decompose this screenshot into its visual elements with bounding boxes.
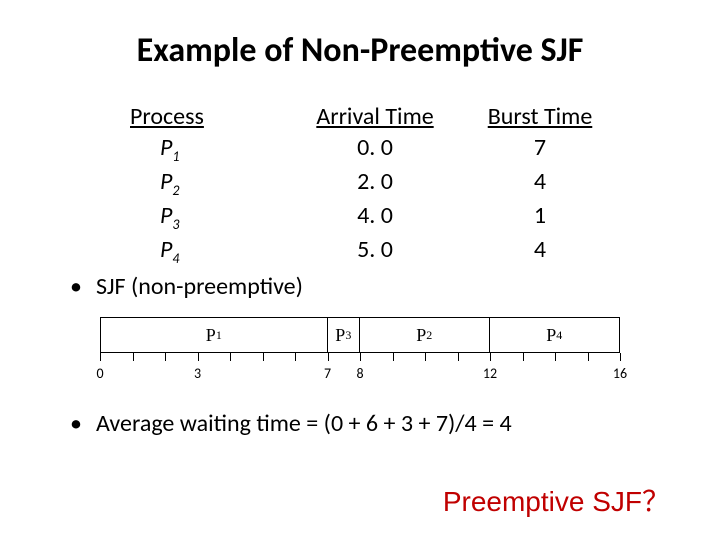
tick-label: 3 [194,365,201,382]
bullet-dot-icon: • [70,409,82,438]
arrival-cell: 4. 0 [290,200,460,234]
arrival-cell: 5. 0 [290,234,460,268]
burst-cell: 1 [460,200,620,234]
header-burst: Burst Time [460,101,620,132]
burst-cell: 4 [460,234,620,268]
tick-mark [393,353,394,361]
process-cell: P2 [130,166,290,200]
tick-label: 8 [356,365,363,382]
tick-mark [360,353,361,361]
process-table: Process Arrival Time Burst Time P1 0. 0 … [130,101,680,268]
tick-label: 12 [483,365,497,382]
teaser-text: Preemptive SJF？ [443,480,670,520]
tick-label: 0 [96,365,103,382]
slide-title: Example of Non-Preemptive SJF [40,30,680,71]
arrival-cell: 0. 0 [290,132,460,166]
tick-mark [100,353,101,361]
arrival-cell: 2. 0 [290,166,460,200]
table-row: P2 2. 0 4 [130,166,680,200]
gantt-tick-labels: 03781216 [100,363,620,383]
gantt-segment: P3 [328,318,360,352]
burst-cell: 7 [460,132,620,166]
process-cell: P3 [130,200,290,234]
bullet-dot-icon: • [70,272,82,301]
tick-mark [328,353,329,361]
process-cell: P1 [130,132,290,166]
tick-mark [425,353,426,361]
average-text: Average waiting time = (0 + 6 + 3 + 7)/4… [96,409,512,438]
table-row: P1 0. 0 7 [130,132,680,166]
tick-mark [523,353,524,361]
gantt-segment: P2 [360,318,490,352]
gantt-chart: P1P3P2P4 03781216 [100,317,620,383]
tick-mark [198,353,199,361]
header-arrival: Arrival Time [290,101,460,132]
tick-mark [490,353,491,361]
tick-mark [588,353,589,361]
table-row: P3 4. 0 1 [130,200,680,234]
average-line: • Average waiting time = (0 + 6 + 3 + 7)… [70,409,680,438]
tick-mark [230,353,231,361]
gantt-segment: P1 [101,318,328,352]
tick-mark [133,353,134,361]
tick-mark [620,353,621,361]
slide: Example of Non-Preemptive SJF Process Ar… [0,0,720,458]
tick-mark [263,353,264,361]
bullet-text: SJF (non-preemptive) [96,272,303,301]
table-header-row: Process Arrival Time Burst Time [130,101,680,132]
tick-mark [295,353,296,361]
tick-mark [555,353,556,361]
bullet-sjf: • SJF (non-preemptive) [70,272,680,301]
gantt-segment: P4 [490,318,620,352]
gantt-ticks [100,353,620,363]
burst-cell: 4 [460,166,620,200]
process-cell: P4 [130,234,290,268]
tick-label: 7 [324,365,331,382]
tick-mark [458,353,459,361]
tick-label: 16 [613,365,627,382]
table-row: P4 5. 0 4 [130,234,680,268]
gantt-bar: P1P3P2P4 [100,317,620,353]
tick-mark [165,353,166,361]
header-process: Process [130,101,290,132]
